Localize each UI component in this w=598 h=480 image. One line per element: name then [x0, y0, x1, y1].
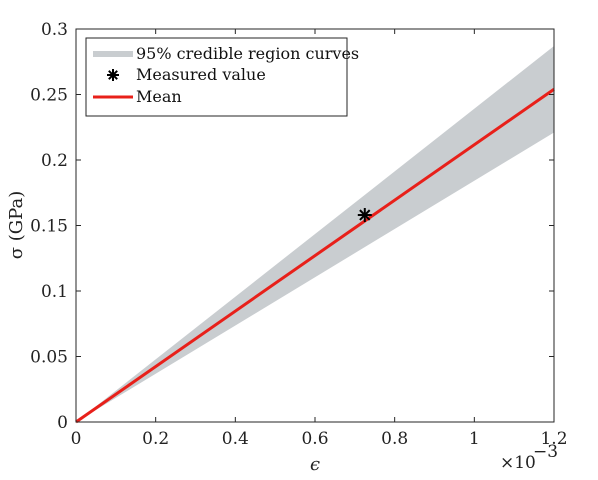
x-tick-label: 1 [469, 429, 480, 449]
x-axis-multiplier: ×10 −3 [500, 442, 558, 473]
x-tick-label: 1.2 [540, 429, 567, 449]
y-tick-label: 0.2 [41, 151, 68, 171]
x-tick-label: 0.6 [301, 429, 328, 449]
x-tick-label: 0.8 [381, 429, 408, 449]
plot-area [75, 46, 555, 424]
x-tick-label: 0.4 [222, 429, 249, 449]
y-tick-label: 0.3 [41, 20, 68, 40]
x-tick-label: 0 [71, 429, 82, 449]
legend-label-mean: Mean [136, 87, 182, 106]
legend: 95% credible region curves Measured valu… [85, 37, 359, 117]
legend-swatch-marker [107, 69, 119, 81]
x-tick-label: 0.2 [142, 429, 169, 449]
ticks: 0 0.2 0.4 0.6 0.8 1 1.2 0 0.05 0.1 0.15 0.2 0.25 0.3 [30, 20, 567, 449]
x-multiplier-base: ×10 [500, 453, 536, 473]
legend-label-band: 95% credible region curves [136, 44, 359, 63]
y-axis-label: σ (GPa) [6, 191, 27, 259]
legend-label-marker: Measured value [136, 65, 266, 84]
y-tick-label: 0.1 [41, 282, 68, 302]
y-tick-label: 0 [57, 413, 68, 433]
credible-region-band [76, 46, 554, 422]
x-axis-label: ϵ [310, 454, 320, 475]
mean-line [75, 88, 555, 424]
measured-value-point [357, 208, 372, 223]
y-tick-label: 0.25 [30, 86, 68, 106]
x-multiplier-exponent: −3 [533, 442, 558, 462]
y-tick-label: 0.15 [30, 217, 68, 237]
y-tick-label: 0.05 [30, 348, 68, 368]
